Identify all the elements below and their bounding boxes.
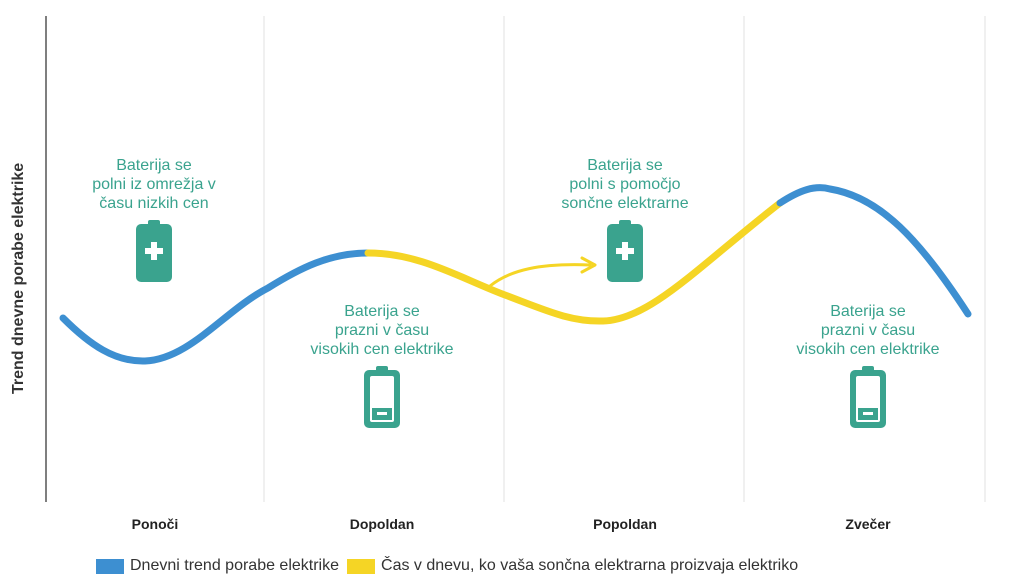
solar-charge-arrowhead xyxy=(580,256,597,274)
battery-charging-icon xyxy=(136,220,172,282)
annotation-solar-charge: Baterija se polni s pomočjo sončne elekt… xyxy=(525,156,725,213)
annotation-line: Baterija se xyxy=(344,303,420,320)
consumption-curve-evening xyxy=(776,184,972,318)
annotation-grid-charge: Baterija se polni iz omrežja v času nizk… xyxy=(54,156,254,213)
annotation-line: prazni v času xyxy=(820,322,916,339)
battery-charging-icon xyxy=(607,220,643,282)
annotation-line: Baterija se xyxy=(587,157,663,174)
period-label-night: Ponoči xyxy=(131,516,179,532)
annotation-line: sončne elektrarne xyxy=(561,195,689,212)
battery-low-icon xyxy=(364,366,400,428)
annotation-line: visokih cen elektrike xyxy=(310,341,454,358)
annotation-discharge-evening: Baterija se prazni v času visokih cen el… xyxy=(768,302,968,359)
legend-label-solar: Čas v dnevu, ko vaša sončna elektrarna p… xyxy=(381,557,799,574)
annotation-line: polni s pomočjo xyxy=(569,176,681,193)
annotation-discharge-morning: Baterija se prazni v času visokih cen el… xyxy=(282,302,482,359)
period-label-morning: Dopoldan xyxy=(349,516,415,532)
legend-swatch-solar xyxy=(347,558,376,574)
annotation-line: polni iz omrežja v xyxy=(92,176,216,193)
y-axis-label: Trend dnevne porabe elektrike xyxy=(10,162,27,394)
annotation-line: prazni v času xyxy=(334,322,430,339)
annotation-line: Baterija se xyxy=(830,303,906,320)
period-label-evening: Zvečer xyxy=(845,516,891,532)
annotation-line: času nizkih cen xyxy=(99,195,209,212)
annotation-line: Baterija se xyxy=(116,157,192,174)
annotation-line: visokih cen elektrike xyxy=(796,341,940,358)
period-label-afternoon: Popoldan xyxy=(593,516,657,532)
solar-production-curve xyxy=(364,199,784,325)
battery-low-icon xyxy=(850,366,886,428)
legend: Dnevni trend porabe elektrike Čas v dnev… xyxy=(96,556,798,576)
solar-charge-arrow xyxy=(488,263,592,288)
consumption-curve-night xyxy=(59,249,372,365)
legend-swatch-consumption xyxy=(96,558,124,574)
legend-label-consumption: Dnevni trend porabe elektrike xyxy=(130,557,340,574)
